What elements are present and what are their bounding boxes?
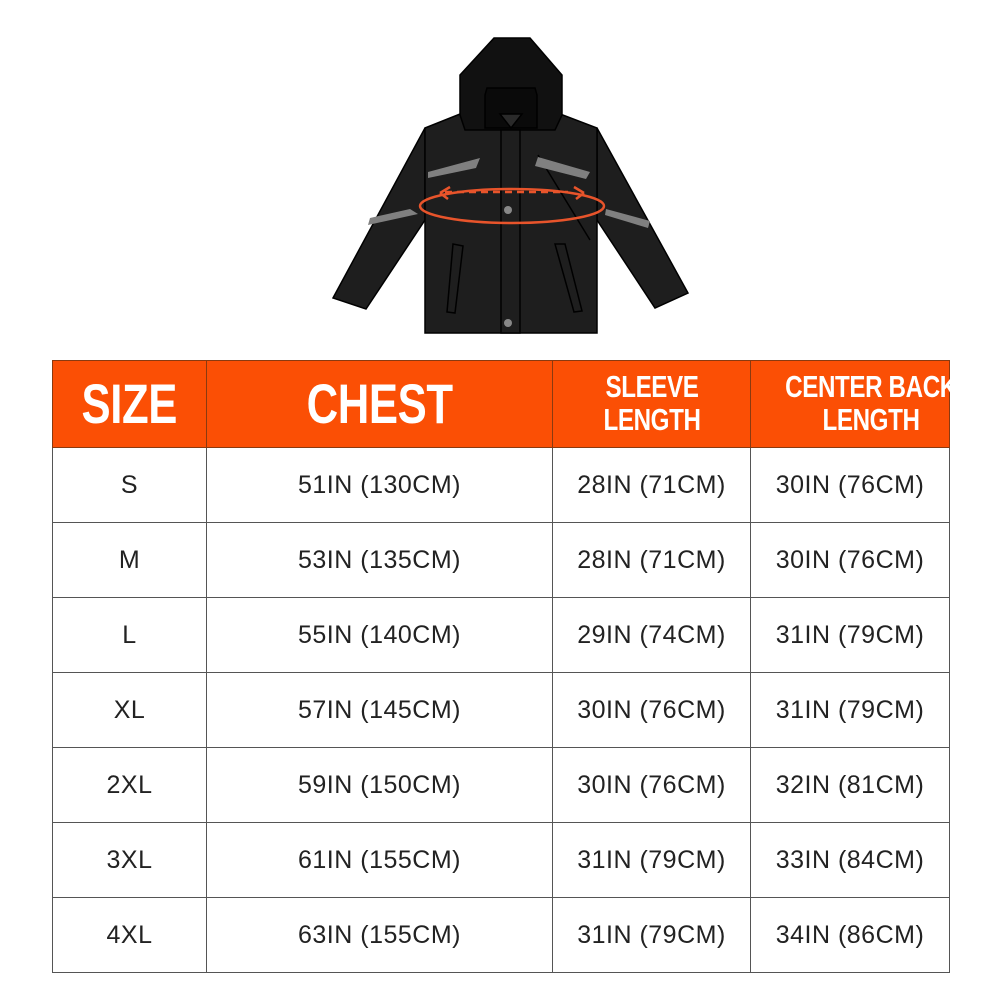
header-size: SIZE <box>52 360 207 448</box>
chest-measure-arrow <box>418 185 606 225</box>
cell-center-back-length: 32IN (81CM) <box>750 747 950 823</box>
header-row: SIZE CHEST SLEEVE LENGTH CENTER BACK LEN… <box>52 360 957 448</box>
cell-size: 4XL <box>52 897 207 973</box>
cell-size: L <box>52 597 207 673</box>
cell-chest: 57IN (145CM) <box>206 672 553 748</box>
size-chart-table: SIZE CHEST SLEEVE LENGTH CENTER BACK LEN… <box>52 360 957 973</box>
cell-size: XL <box>52 672 207 748</box>
cell-sleeve-length: 30IN (76CM) <box>552 672 751 748</box>
cell-center-back-length: 30IN (76CM) <box>750 447 950 523</box>
table-row: 2XL 59IN (150CM) 30IN (76CM) 32IN (81CM) <box>52 747 950 823</box>
cell-center-back-length: 34IN (86CM) <box>750 897 950 973</box>
cell-size: S <box>52 447 207 523</box>
cell-size: M <box>52 522 207 598</box>
cell-center-back-length: 30IN (76CM) <box>750 522 950 598</box>
table-row: 3XL 61IN (155CM) 31IN (79CM) 33IN (84CM) <box>52 822 950 898</box>
cell-sleeve-length: 29IN (74CM) <box>552 597 751 673</box>
cell-sleeve-length: 31IN (79CM) <box>552 822 751 898</box>
cell-chest: 51IN (130CM) <box>206 447 553 523</box>
table-row: L 55IN (140CM) 29IN (74CM) 31IN (79CM) <box>52 597 950 673</box>
cell-size: 3XL <box>52 822 207 898</box>
header-center-back-length: CENTER BACK LENGTH <box>750 360 957 448</box>
cell-chest: 61IN (155CM) <box>206 822 553 898</box>
table-row: 4XL 63IN (155CM) 31IN (79CM) 34IN (86CM) <box>52 897 950 973</box>
cell-chest: 59IN (150CM) <box>206 747 553 823</box>
table-row: M 53IN (135CM) 28IN (71CM) 30IN (76CM) <box>52 522 950 598</box>
cell-center-back-length: 33IN (84CM) <box>750 822 950 898</box>
reflective-stripes <box>368 157 650 228</box>
cell-center-back-length: 31IN (79CM) <box>750 672 950 748</box>
cell-center-back-length: 31IN (79CM) <box>750 597 950 673</box>
cell-chest: 53IN (135CM) <box>206 522 553 598</box>
cell-sleeve-length: 30IN (76CM) <box>552 747 751 823</box>
cell-chest: 55IN (140CM) <box>206 597 553 673</box>
cell-chest: 63IN (155CM) <box>206 897 553 973</box>
table-row: XL 57IN (145CM) 30IN (76CM) 31IN (79CM) <box>52 672 950 748</box>
header-sleeve-length: SLEEVE LENGTH <box>552 360 751 448</box>
cell-sleeve-length: 28IN (71CM) <box>552 522 751 598</box>
header-chest: CHEST <box>206 360 553 448</box>
jacket-chest-measurement-icon <box>331 37 690 334</box>
table-row: S 51IN (130CM) 28IN (71CM) 30IN (76CM) <box>52 447 950 523</box>
cell-sleeve-length: 31IN (79CM) <box>552 897 751 973</box>
cell-size: 2XL <box>52 747 207 823</box>
cell-sleeve-length: 28IN (71CM) <box>552 447 751 523</box>
